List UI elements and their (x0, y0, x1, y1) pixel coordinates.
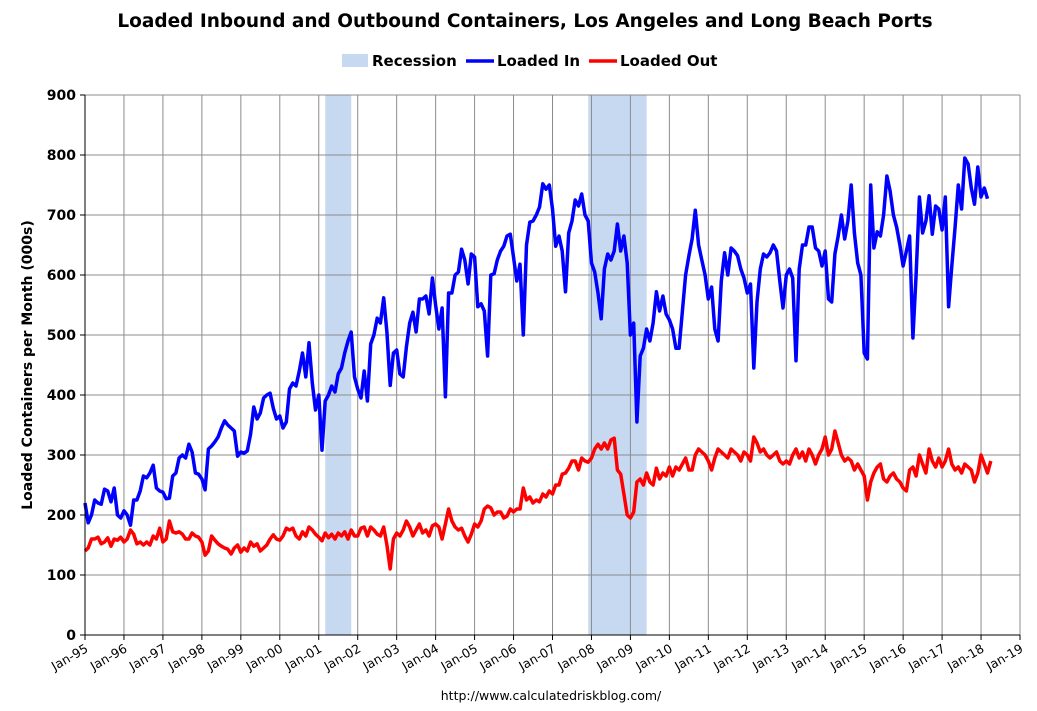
x-tick-label-Jan-01: Jan-01 (282, 641, 325, 674)
recession-bands (325, 95, 647, 635)
x-tick-label-Jan-09: Jan-09 (593, 641, 636, 674)
x-tick-label-Jan-18: Jan-18 (944, 641, 987, 674)
y-tick-label-0: 0 (66, 628, 76, 644)
legend-label-loaded-out: Loaded Out (620, 52, 717, 70)
x-tick-label-Jan-95: Jan-95 (48, 641, 91, 674)
series (83, 156, 993, 571)
x-tick-label-Jan-14: Jan-14 (788, 641, 831, 674)
y-tick-label-200: 200 (47, 508, 76, 524)
x-tick-label-Jan-11: Jan-11 (671, 641, 714, 674)
x-tick-label-Jan-00: Jan-00 (243, 641, 286, 674)
x-tick-label-Jan-08: Jan-08 (554, 641, 597, 674)
x-tick-label-Jan-99: Jan-99 (204, 641, 247, 674)
y-tick-label-400: 400 (47, 388, 76, 404)
x-tick-label-Jan-98: Jan-98 (165, 641, 208, 674)
axes: 0 100 200 300 400 500 600 700 800 900 Jan-95Jan-96… (47, 88, 1026, 674)
legend: Recession Loaded In Loaded Out (342, 52, 717, 70)
legend-label-recession: Recession (372, 52, 457, 70)
series-line-loaded-in (83, 156, 990, 527)
x-tick-label-Jan-03: Jan-03 (359, 641, 402, 674)
x-tick-label-Jan-05: Jan-05 (437, 641, 480, 674)
y-tick-label-900: 900 (47, 88, 76, 104)
x-tick-label-Jan-16: Jan-16 (866, 641, 909, 674)
recession-band-2 (588, 95, 647, 635)
y-tick-label-500: 500 (47, 328, 76, 344)
x-tick-label-Jan-04: Jan-04 (398, 641, 441, 674)
x-tick-label-Jan-19: Jan-19 (983, 641, 1026, 674)
series-line-loaded-out (83, 429, 993, 571)
y-tick-label-100: 100 (47, 568, 76, 584)
x-tick-label-Jan-96: Jan-96 (87, 641, 130, 674)
x-tick-label-Jan-02: Jan-02 (320, 641, 363, 674)
gridlines (84, 94, 1021, 636)
chart-title: Loaded Inbound and Outbound Containers, … (117, 11, 932, 32)
x-tick-label-Jan-13: Jan-13 (749, 641, 792, 674)
recession-band-1 (325, 95, 352, 635)
x-tick-label-Jan-97: Jan-97 (126, 641, 169, 674)
x-tick-label-Jan-17: Jan-17 (905, 641, 948, 674)
legend-label-loaded-in: Loaded In (497, 52, 580, 70)
y-tick-label-800: 800 (47, 148, 76, 164)
x-tick-label-Jan-15: Jan-15 (827, 641, 870, 674)
source-label: http://www.calculatedriskblog.com/ (441, 688, 662, 703)
legend-swatch-recession (342, 54, 368, 67)
x-tick-label-Jan-12: Jan-12 (710, 641, 753, 674)
y-axis-label: Loaded Containers per Month (000s) (20, 220, 36, 509)
x-tick-label-Jan-06: Jan-06 (476, 641, 519, 674)
y-tick-label-300: 300 (47, 448, 76, 464)
y-tick-label-700: 700 (47, 208, 76, 224)
y-tick-label-600: 600 (47, 268, 76, 284)
x-tick-label-Jan-07: Jan-07 (515, 641, 558, 674)
x-tick-label-Jan-10: Jan-10 (632, 641, 675, 674)
